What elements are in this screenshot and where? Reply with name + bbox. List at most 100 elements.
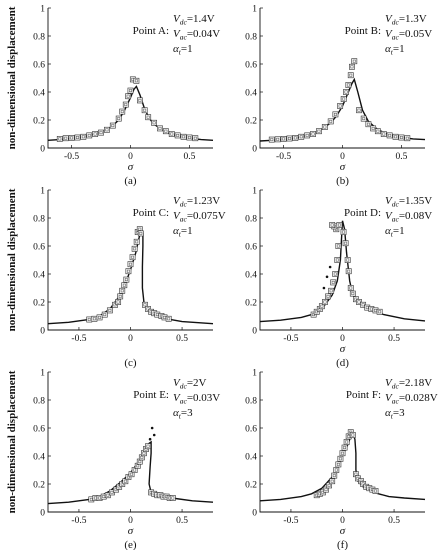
- data-point-marker: [280, 136, 287, 142]
- param-t-text: αt=1: [385, 225, 405, 239]
- data-point-marker: [119, 287, 126, 294]
- y-tick-label: 0: [40, 145, 45, 155]
- series-line: [259, 432, 426, 502]
- y-axis-label: non-dimensional displacement: [6, 6, 18, 149]
- param-dc-text: Vdc=1.35V: [385, 195, 432, 209]
- x-tick-label: 0: [340, 516, 345, 526]
- y-tick-label: 0.2: [245, 481, 257, 491]
- data-point-marker: [345, 268, 352, 275]
- data-point-marker: [325, 293, 331, 300]
- data-point-marker: [56, 136, 63, 142]
- param-ac-text: Vac=0.075V: [173, 210, 226, 224]
- data-point-marker: [292, 135, 299, 141]
- data-point-marker: [333, 467, 340, 473]
- y-tick-label: 0.6: [33, 243, 45, 253]
- data-point-marker: [374, 128, 381, 135]
- y-tick-label: 0.2: [245, 299, 257, 309]
- data-point-marker: [131, 467, 138, 473]
- data-point-marker: [318, 303, 325, 310]
- data-point-marker: [106, 307, 113, 314]
- y-tick-label: 0.4: [33, 453, 45, 463]
- param-ac-text: Vac=0.05V: [385, 28, 432, 42]
- data-point-marker: [386, 132, 393, 139]
- data-point-marker: [404, 135, 411, 142]
- y-tick-label: 0.2: [33, 117, 45, 127]
- y-tick-label: 0.2: [245, 117, 257, 127]
- x-tick-label: 0.5: [176, 334, 188, 344]
- data-point-marker: [91, 315, 98, 322]
- data-point-marker: [68, 135, 75, 141]
- param-ac-text: Vac=0.04V: [173, 28, 220, 42]
- y-tick-label: 0: [252, 327, 257, 337]
- panel-6: 0 0.2 0.4 0.6 0.8 1 -0.5 0 0.5 σ (f) Point F: Vdc=2.…: [245, 369, 438, 550]
- data-point-marker: [328, 287, 335, 294]
- data-point-marker: [392, 133, 399, 140]
- y-tick-label: 0.6: [33, 425, 45, 435]
- data-point-marker: [145, 443, 151, 450]
- data-point-marker: [298, 133, 305, 140]
- data-point-marker: [80, 133, 87, 140]
- y-tick-label: 0.6: [245, 425, 257, 435]
- y-tick-label: 0: [252, 509, 257, 519]
- x-tick-label: 0.5: [388, 516, 400, 526]
- panel-label: (a): [124, 175, 137, 187]
- data-point-marker: [331, 472, 338, 479]
- param-t-text: αt=3: [173, 407, 193, 421]
- data-point-marker: [174, 132, 181, 139]
- data-point-marker: [133, 77, 140, 84]
- x-axis-label: σ: [340, 161, 346, 173]
- data-point-dot: [152, 433, 156, 437]
- data-point-marker: [326, 482, 332, 489]
- data-point-marker: [316, 128, 322, 135]
- data-point-marker: [347, 285, 354, 291]
- data-point-marker: [322, 299, 328, 305]
- y-tick-label: 1: [252, 5, 257, 15]
- data-point-marker: [342, 240, 349, 247]
- data-point-marker: [398, 134, 405, 141]
- x-axis-label: σ: [340, 525, 346, 537]
- data-point-dot: [325, 275, 329, 279]
- data-point-marker: [92, 131, 99, 137]
- data-point-dot: [328, 265, 332, 269]
- y-tick-label: 0.4: [245, 271, 257, 281]
- data-point-marker: [145, 114, 152, 121]
- x-tick-label: 0: [128, 516, 133, 526]
- data-point-dot: [150, 426, 154, 430]
- panel-label: (d): [336, 357, 349, 369]
- data-point-marker: [345, 82, 352, 88]
- data-point-marker: [137, 97, 143, 104]
- data-point-marker: [349, 432, 356, 438]
- y-tick-label: 1: [252, 369, 257, 379]
- data-point-marker: [122, 478, 129, 485]
- y-tick-label: 0.4: [245, 89, 257, 99]
- data-point-marker: [121, 282, 128, 289]
- panel-3: 0 0.2 0.4 0.6 0.8 1 -0.5 0 0.5 non-dimensional di…: [6, 187, 226, 370]
- x-axis-label: σ: [128, 525, 134, 537]
- data-point-marker: [380, 131, 387, 137]
- data-point-marker: [142, 301, 148, 308]
- data-point-marker: [123, 276, 130, 283]
- data-point-marker: [133, 238, 140, 245]
- panel-label: (c): [124, 357, 137, 369]
- param-dc-text: Vdc=2.18V: [385, 377, 432, 391]
- x-tick-label: -0.5: [283, 516, 298, 526]
- y-tick-label: 0.8: [33, 397, 45, 407]
- data-point-marker: [122, 101, 129, 108]
- data-point-marker: [125, 93, 132, 100]
- data-point-marker: [127, 87, 134, 94]
- param-t-text: αt=1: [173, 43, 193, 57]
- data-point-marker: [335, 243, 342, 249]
- data-point-marker: [98, 129, 104, 136]
- data-point-marker: [330, 279, 337, 286]
- x-tick-label: 0: [340, 334, 345, 344]
- y-tick-label: 0.8: [245, 215, 257, 225]
- x-tick-label: 0: [128, 152, 133, 162]
- param-t-text: αt=1: [173, 225, 193, 239]
- data-point-marker: [341, 444, 348, 451]
- y-axis-label: non-dimensional displacement: [6, 188, 18, 331]
- data-point-marker: [340, 229, 347, 235]
- data-point-marker: [327, 118, 334, 125]
- data-point-marker: [186, 134, 193, 141]
- y-tick-label: 0.6: [245, 243, 257, 253]
